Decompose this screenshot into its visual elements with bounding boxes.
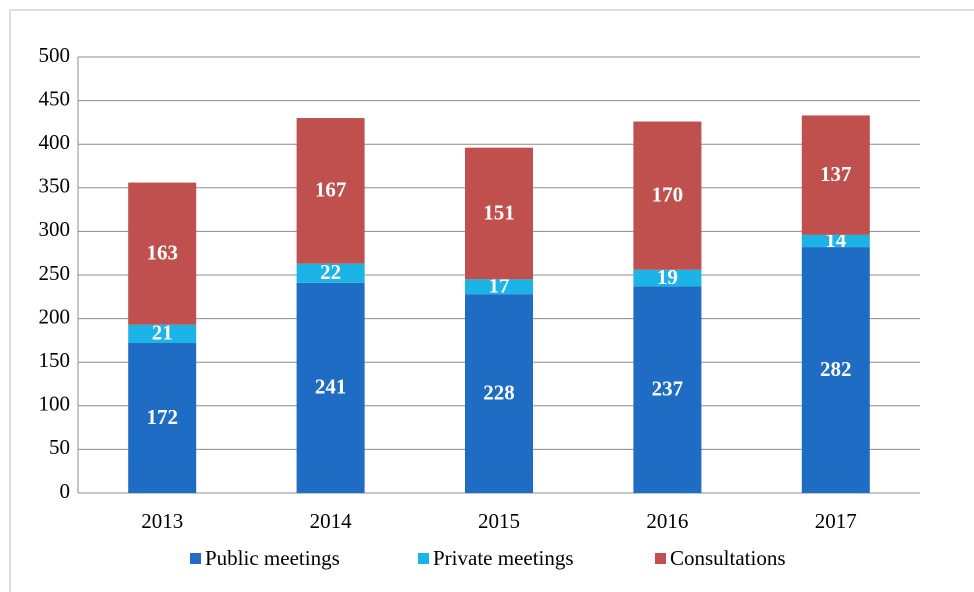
bar-segment: [801, 115, 870, 235]
y-tick-label: 350: [39, 174, 71, 198]
legend-label: Consultations: [670, 546, 786, 570]
data-label: 21: [152, 321, 173, 345]
y-tick-label: 250: [39, 261, 71, 285]
y-tick-label: 300: [39, 217, 71, 241]
bar-segment: [128, 182, 197, 325]
data-label: 228: [483, 380, 515, 404]
bar-segment: [296, 282, 365, 493]
y-tick-label: 450: [39, 86, 71, 110]
x-tick-label: 2014: [310, 509, 353, 533]
data-label: 151: [483, 200, 515, 224]
data-label: 172: [146, 405, 178, 429]
x-tick-label: 2017: [815, 509, 857, 533]
bar-segment: [633, 286, 702, 493]
data-label: 137: [820, 162, 852, 186]
data-label: 282: [820, 357, 852, 381]
data-label: 17: [489, 274, 510, 298]
y-tick-label: 400: [39, 130, 71, 154]
bar-segment: [633, 121, 702, 270]
bar-segment: [465, 279, 533, 295]
data-label: 163: [146, 240, 178, 264]
data-label: 241: [315, 375, 347, 399]
y-tick-label: 50: [49, 435, 70, 459]
bar-segment: [801, 234, 870, 248]
legend-swatch: [418, 553, 429, 564]
y-tick-label: 500: [39, 43, 71, 67]
legend-swatch: [190, 553, 201, 564]
data-label: 22: [320, 260, 341, 284]
bar-segment: [128, 343, 197, 493]
bar-segment: [128, 324, 197, 344]
y-tick-label: 0: [60, 479, 71, 503]
legend-label: Public meetings: [205, 546, 340, 570]
bar-segment: [296, 263, 365, 283]
legend-label: Private meetings: [433, 546, 574, 570]
x-tick-label: 2015: [478, 509, 520, 533]
chart-frame: [9, 9, 974, 592]
bar-segment: [633, 269, 702, 287]
data-label: 167: [315, 178, 347, 202]
data-label: 237: [652, 376, 684, 400]
x-tick-label: 2013: [141, 509, 183, 533]
bar-segment: [465, 294, 533, 493]
bar-segment: [465, 147, 533, 280]
y-tick-label: 150: [39, 348, 71, 372]
bar-segment: [296, 118, 365, 264]
data-label: 170: [652, 182, 684, 206]
y-tick-label: 200: [39, 304, 71, 328]
legend-swatch: [655, 553, 666, 564]
bar-segment: [801, 247, 870, 493]
x-tick-label: 2016: [646, 509, 688, 533]
y-tick-label: 100: [39, 392, 71, 416]
data-label: 19: [657, 265, 678, 289]
